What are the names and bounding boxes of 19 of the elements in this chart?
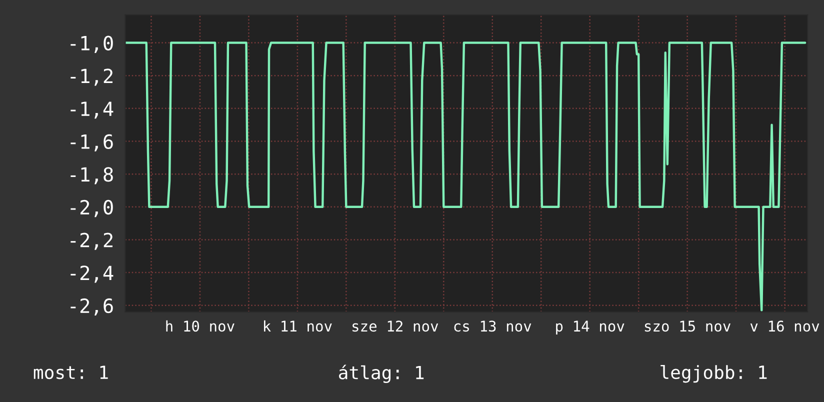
x-tick-label: k 11 nov bbox=[264, 320, 332, 332]
x-tick-label: v 16 nov bbox=[750, 320, 820, 332]
y-tick-label: -1,6 bbox=[70, 134, 113, 152]
y-tick-label: -1,2 bbox=[70, 68, 112, 86]
text: átlag: 1 bbox=[339, 364, 424, 384]
text: most: 1 bbox=[34, 366, 108, 380]
y-tick-label: -1,8 bbox=[70, 167, 113, 184]
x-tick-label: cs 13 nov bbox=[454, 320, 532, 332]
y-tick-label: -1,0 bbox=[70, 36, 113, 53]
text: legjobb: 1 bbox=[660, 365, 767, 383]
y-tick-label: -2,0 bbox=[70, 200, 113, 218]
x-tick-label: sze 12 nov bbox=[352, 320, 438, 332]
y-tick-label: -2,2 bbox=[70, 232, 112, 250]
y-tick-label: -2,4 bbox=[70, 266, 114, 283]
y-tick-label: -1,4 bbox=[70, 102, 114, 119]
x-tick-label: szo 15 nov bbox=[644, 320, 730, 332]
y-tick-label: -2,6 bbox=[70, 298, 113, 316]
x-tick-label: p 14 nov bbox=[556, 320, 624, 334]
x-tick-label: h 10 nov bbox=[166, 320, 234, 332]
